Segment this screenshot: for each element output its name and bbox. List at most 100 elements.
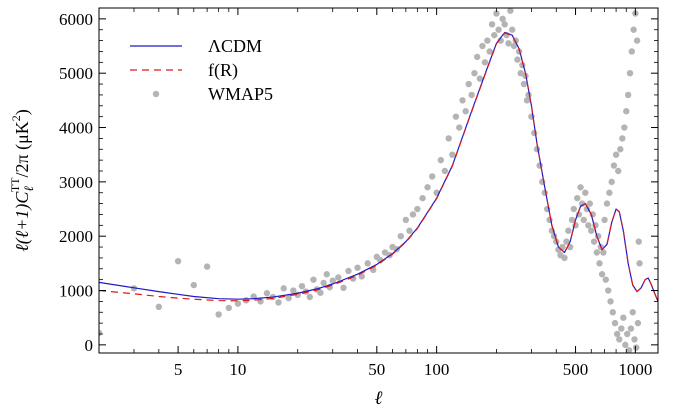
wmap5-point (588, 227, 595, 234)
wmap5-point (520, 80, 528, 88)
wmap5-point (234, 300, 242, 307)
legend-label: ΛCDM (208, 36, 262, 56)
wmap5-point (570, 205, 577, 213)
x-tick-label: 500 (563, 360, 589, 379)
wmap5-point (617, 146, 624, 153)
wmap5-point (437, 156, 445, 164)
wmap5-point (406, 227, 413, 234)
wmap5-point (605, 287, 612, 294)
wmap5-point (626, 70, 634, 77)
wmap5-point (568, 216, 576, 224)
y-tick-label: 0 (85, 336, 94, 355)
fr-line (99, 32, 658, 302)
wmap5-point (606, 189, 613, 196)
wmap5-point (628, 48, 636, 55)
wmap5-point (354, 264, 361, 271)
x-tick-label: 50 (368, 360, 385, 379)
lcdm-line (99, 31, 658, 302)
wmap5-point (601, 216, 608, 224)
legend-label: f(R) (208, 60, 238, 81)
wmap5-point (510, 42, 518, 50)
wmap5-point (580, 216, 587, 224)
wmap5-point (456, 124, 463, 131)
model-curves (99, 31, 658, 302)
x-tick-label: 10 (229, 360, 246, 379)
wmap5-point (585, 222, 592, 229)
axis-labels: ℓ ℓ(ℓ+1)CℓTT/2π (μK2) (8, 109, 383, 409)
y-tick-label: 1000 (59, 282, 93, 301)
wmap5-point (499, 15, 506, 23)
wmap5-point (468, 91, 475, 99)
wmap5-point (577, 184, 584, 191)
wmap5-point (99, 329, 103, 337)
wmap5-point (618, 325, 625, 332)
wmap5-point (536, 162, 543, 169)
wmap5-point (631, 336, 638, 343)
wmap5-point (624, 91, 632, 99)
wmap5-point (190, 281, 198, 289)
y-tick-label: 4000 (59, 119, 93, 138)
wmap5-point (298, 282, 306, 290)
wmap5-point (607, 298, 614, 305)
x-tick-label: 100 (424, 360, 450, 379)
wmap5-point (215, 311, 222, 318)
wmap5-point (531, 129, 538, 137)
wmap5-point (561, 254, 568, 262)
wmap5-point (501, 21, 508, 28)
wmap5-points (99, 8, 643, 353)
wmap5-point (155, 303, 163, 311)
wmap5-point (491, 31, 498, 39)
wmap5-point (429, 173, 436, 180)
legend-marker-wmap5 (152, 90, 160, 98)
wmap5-point (578, 200, 586, 207)
wmap5-point (598, 271, 606, 278)
x-tick-label: 5 (174, 360, 183, 379)
wmap5-point (465, 80, 472, 88)
wmap5-point (476, 75, 484, 82)
wmap5-point (452, 113, 460, 120)
wmap5-point (582, 189, 589, 196)
wmap5-point (441, 167, 449, 175)
wmap5-point (627, 325, 635, 332)
y-axis-label-text: ℓ(ℓ+1)CℓTT/2π (μK2) (8, 109, 36, 251)
wmap5-point (424, 184, 431, 191)
wmap5-point (323, 271, 330, 278)
wmap5-point (263, 290, 271, 297)
wmap5-point (449, 151, 456, 158)
wmap5-point (636, 260, 643, 267)
wmap5-point (414, 205, 421, 213)
wmap5-point (574, 194, 581, 202)
wmap5-point (488, 21, 496, 28)
wmap5-point (610, 162, 618, 169)
wmap5-point (340, 284, 347, 291)
wmap5-point (445, 135, 452, 142)
wmap5-point (479, 42, 486, 50)
wmap5-point (563, 238, 570, 245)
wmap5-point (471, 70, 478, 77)
wmap5-point (624, 330, 631, 338)
wmap5-point (514, 56, 521, 63)
wmap5-point (320, 279, 327, 287)
wmap5-point (623, 108, 630, 115)
wmap5-point (285, 294, 292, 302)
wmap5-point (508, 26, 516, 33)
wmap5-point (616, 336, 623, 343)
wmap5-point (622, 341, 629, 349)
x-axis-label: ℓ (375, 388, 383, 409)
wmap5-point (493, 10, 500, 17)
wmap5-point (275, 299, 282, 306)
wmap5-point (203, 263, 211, 270)
wmap5-point (625, 347, 633, 353)
wmap5-point (484, 37, 491, 44)
wmap5-point (586, 200, 594, 207)
wmap5-point (612, 151, 620, 158)
wmap5-point (615, 167, 622, 175)
wmap5-point (317, 289, 324, 296)
wmap5-point (486, 48, 493, 55)
wmap5-point (290, 287, 297, 294)
wmap5-point (630, 26, 637, 33)
y-tick-label: 3000 (59, 173, 93, 192)
wmap5-point (596, 260, 603, 267)
